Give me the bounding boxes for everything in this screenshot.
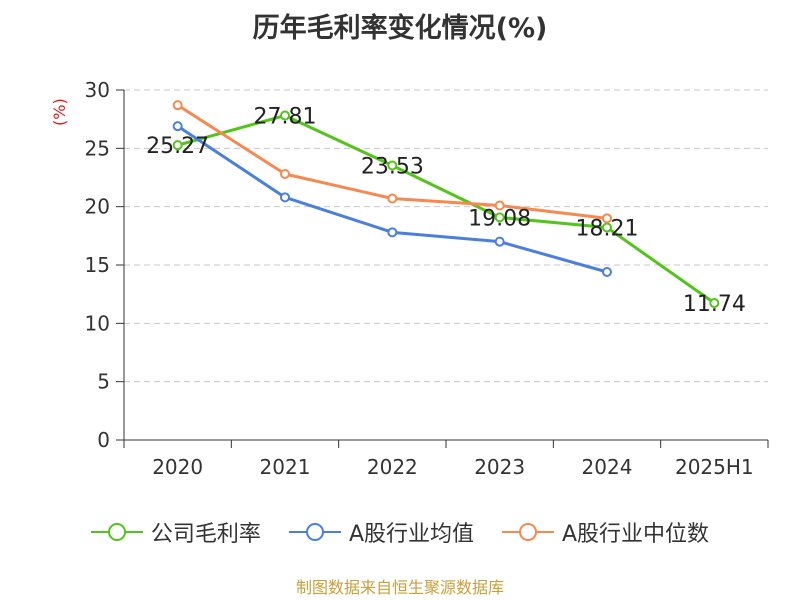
data-point <box>280 169 290 179</box>
y-tick-label: 5 <box>97 370 110 394</box>
grid-lines <box>124 89 768 383</box>
series-lines <box>172 100 720 309</box>
source-note: 制图数据来自恒生聚源数据库 <box>295 578 504 597</box>
data-point <box>602 267 612 277</box>
data-point <box>280 192 290 203</box>
legend-marker-industry-mean <box>288 523 341 541</box>
legend-marker-company <box>90 523 143 541</box>
axes: 0 5 10 15 20 25 30 2020 2021 2022 2023 2024 2025H1 <box>85 78 769 479</box>
data-point <box>280 110 290 121</box>
chart-title: 历年毛利率变化情况(%) <box>252 13 548 44</box>
data-point <box>172 140 183 151</box>
legend-label-industry-mean: A股行业均值 <box>348 522 474 547</box>
x-tick-label: 2025H1 <box>675 455 754 479</box>
data-label: 19.08 <box>468 206 531 231</box>
legend-label-industry-median: A股行业中位数 <box>562 522 710 547</box>
data-point <box>494 212 505 223</box>
data-point <box>172 121 183 132</box>
x-tick-label: 2022 <box>367 455 418 479</box>
x-tick-label: 2021 <box>260 455 311 479</box>
series-line <box>177 114 716 305</box>
data-label: 11.74 <box>683 292 746 317</box>
data-point <box>387 160 398 171</box>
legend-item-company[interactable]: 公司毛利率 <box>90 516 261 548</box>
y-tick-label: 15 <box>85 253 110 277</box>
x-tick-label: 2023 <box>474 455 525 479</box>
x-tick-label: 2024 <box>582 455 633 479</box>
y-tick-label: 20 <box>85 195 110 219</box>
data-label: 25.27 <box>146 134 209 159</box>
data-point <box>602 222 612 233</box>
data-labels: 25.27 27.81 23.53 19.08 18.21 11.74 <box>146 105 746 317</box>
legend-label-company: 公司毛利率 <box>150 522 261 547</box>
data-point <box>602 213 612 224</box>
data-label: 23.53 <box>361 154 424 179</box>
data-label: 18.21 <box>576 217 639 242</box>
legend-item-industry-median[interactable]: A股行业中位数 <box>502 516 709 548</box>
data-point <box>709 298 720 309</box>
legend-marker-industry-median <box>502 523 554 541</box>
y-tick-label: 25 <box>85 136 110 160</box>
data-point <box>494 236 505 247</box>
legend-item-industry-mean[interactable]: A股行业均值 <box>288 516 474 548</box>
y-tick-label: 30 <box>85 78 110 102</box>
data-point <box>172 100 183 111</box>
y-tick-label: 0 <box>97 428 110 452</box>
data-point <box>494 200 505 211</box>
x-tick-label: 2020 <box>152 455 203 479</box>
data-point <box>387 227 398 238</box>
data-label: 27.81 <box>254 105 317 130</box>
legend: 公司毛利率 A股行业均值 A股行业中位数 <box>0 516 800 548</box>
y-tick-label: 10 <box>85 311 110 335</box>
data-point <box>387 193 398 204</box>
